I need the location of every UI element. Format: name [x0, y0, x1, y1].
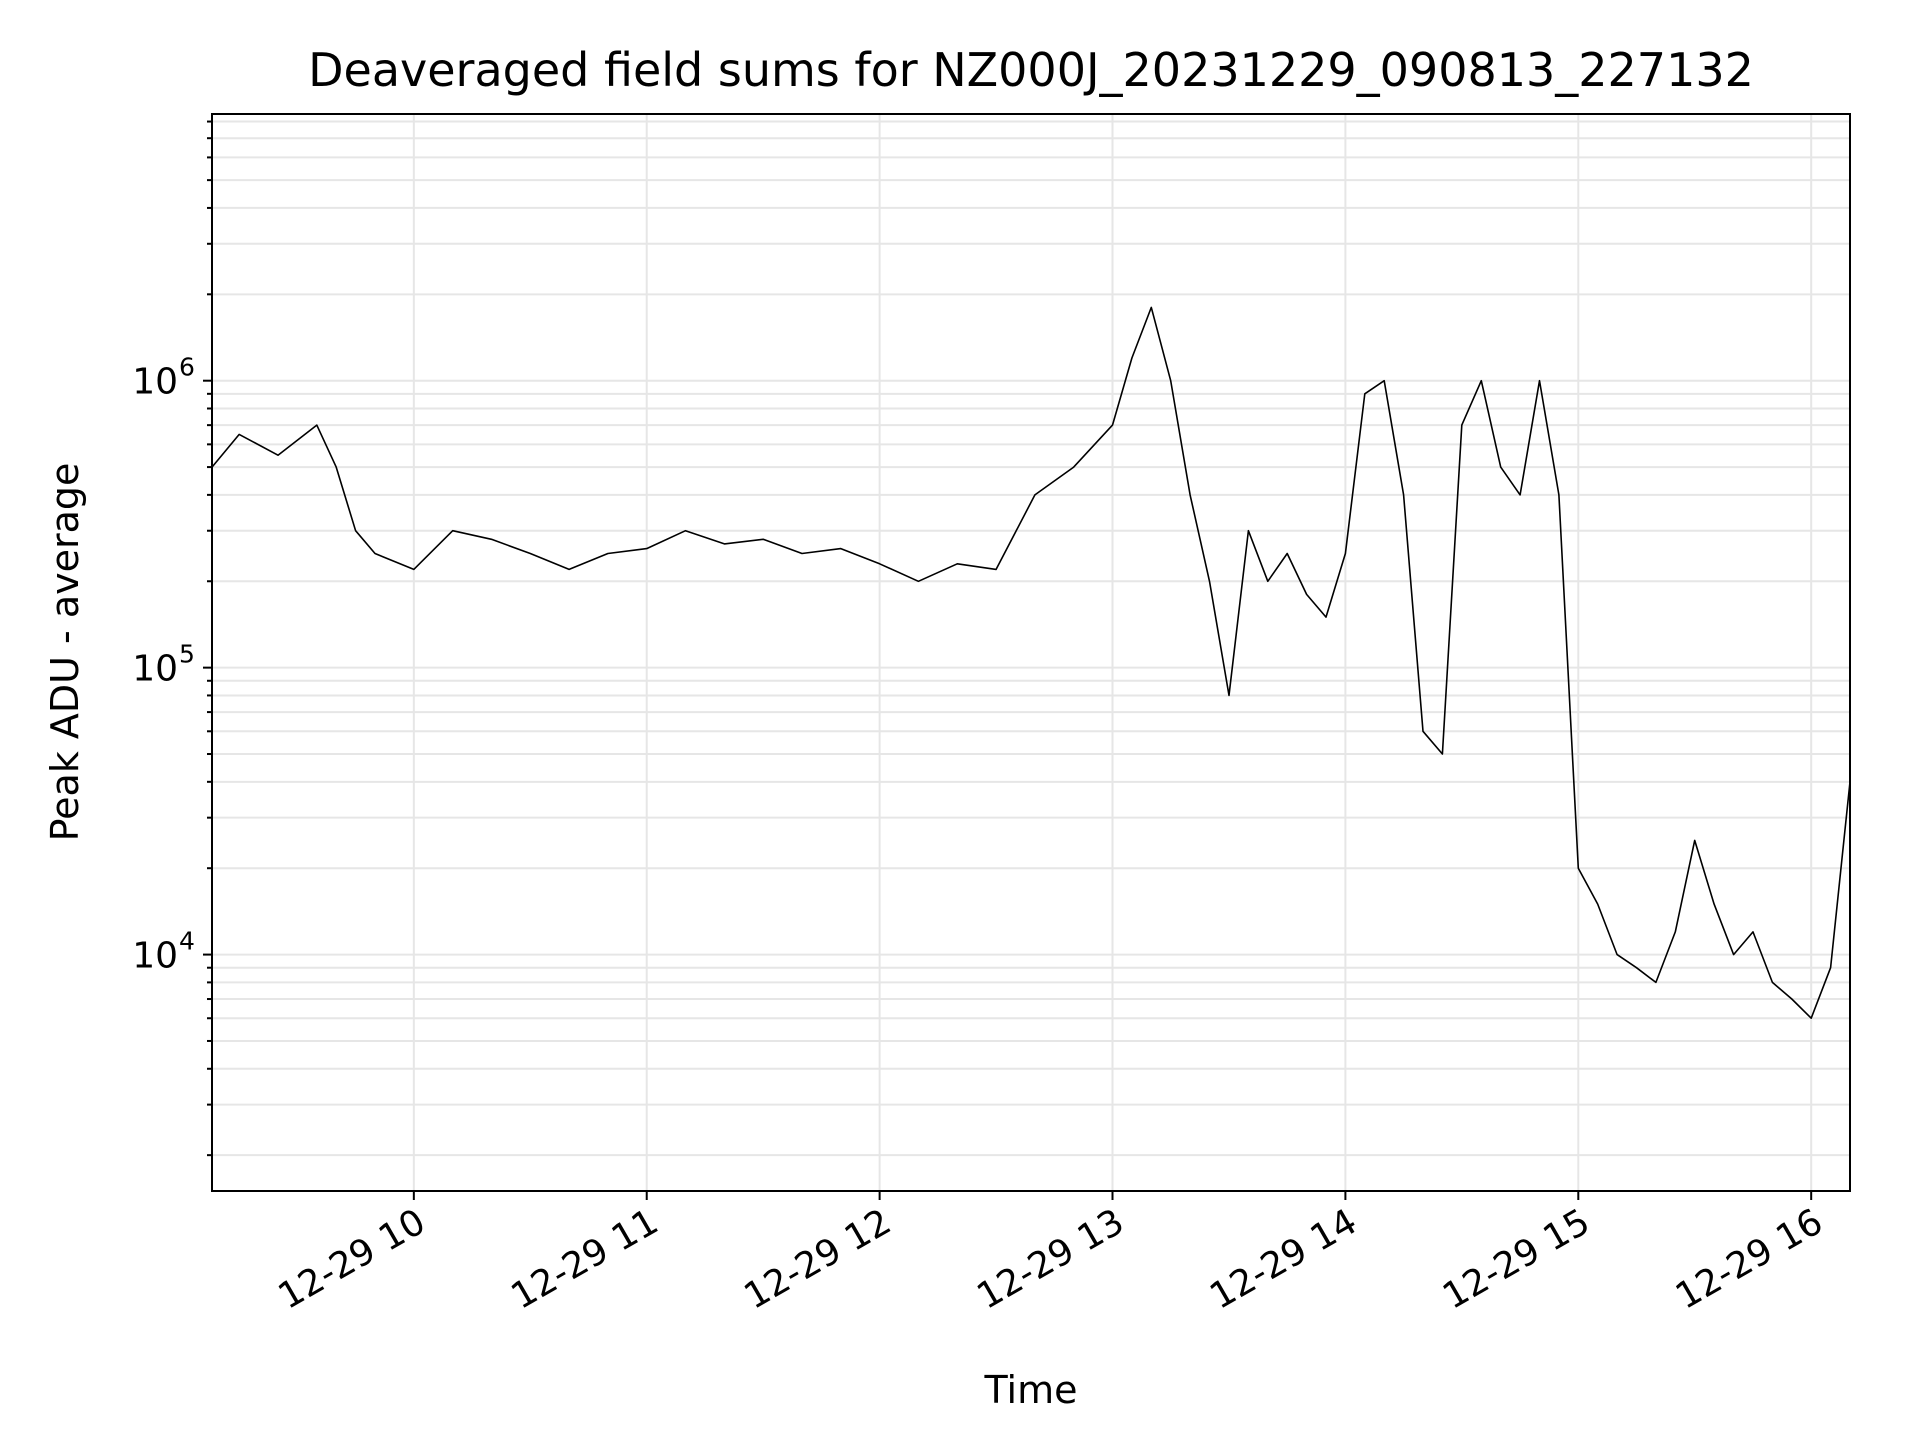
x-axis-label: Time: [984, 1368, 1078, 1412]
y-tick-base: 10: [132, 649, 178, 690]
y-tick-exponent: 6: [179, 353, 195, 382]
y-tick-base: 10: [132, 362, 178, 403]
y-tick-exponent: 5: [179, 640, 195, 669]
y-tick-label: 10 4: [132, 927, 195, 977]
chart-title: Deaveraged field sums for NZ000J_2023122…: [308, 43, 1754, 97]
y-tick-label: 10 6: [132, 353, 195, 403]
y-axis-label: Peak ADU - average: [43, 463, 87, 842]
series-line: [212, 306, 1850, 1020]
grid: [212, 114, 1850, 1191]
plot-frame: [211, 113, 1851, 1192]
y-tick-label: 10 5: [132, 640, 195, 690]
series-group: [212, 306, 1850, 1020]
y-tick-base: 10: [132, 936, 178, 977]
y-tick-exponent: 4: [179, 927, 195, 956]
